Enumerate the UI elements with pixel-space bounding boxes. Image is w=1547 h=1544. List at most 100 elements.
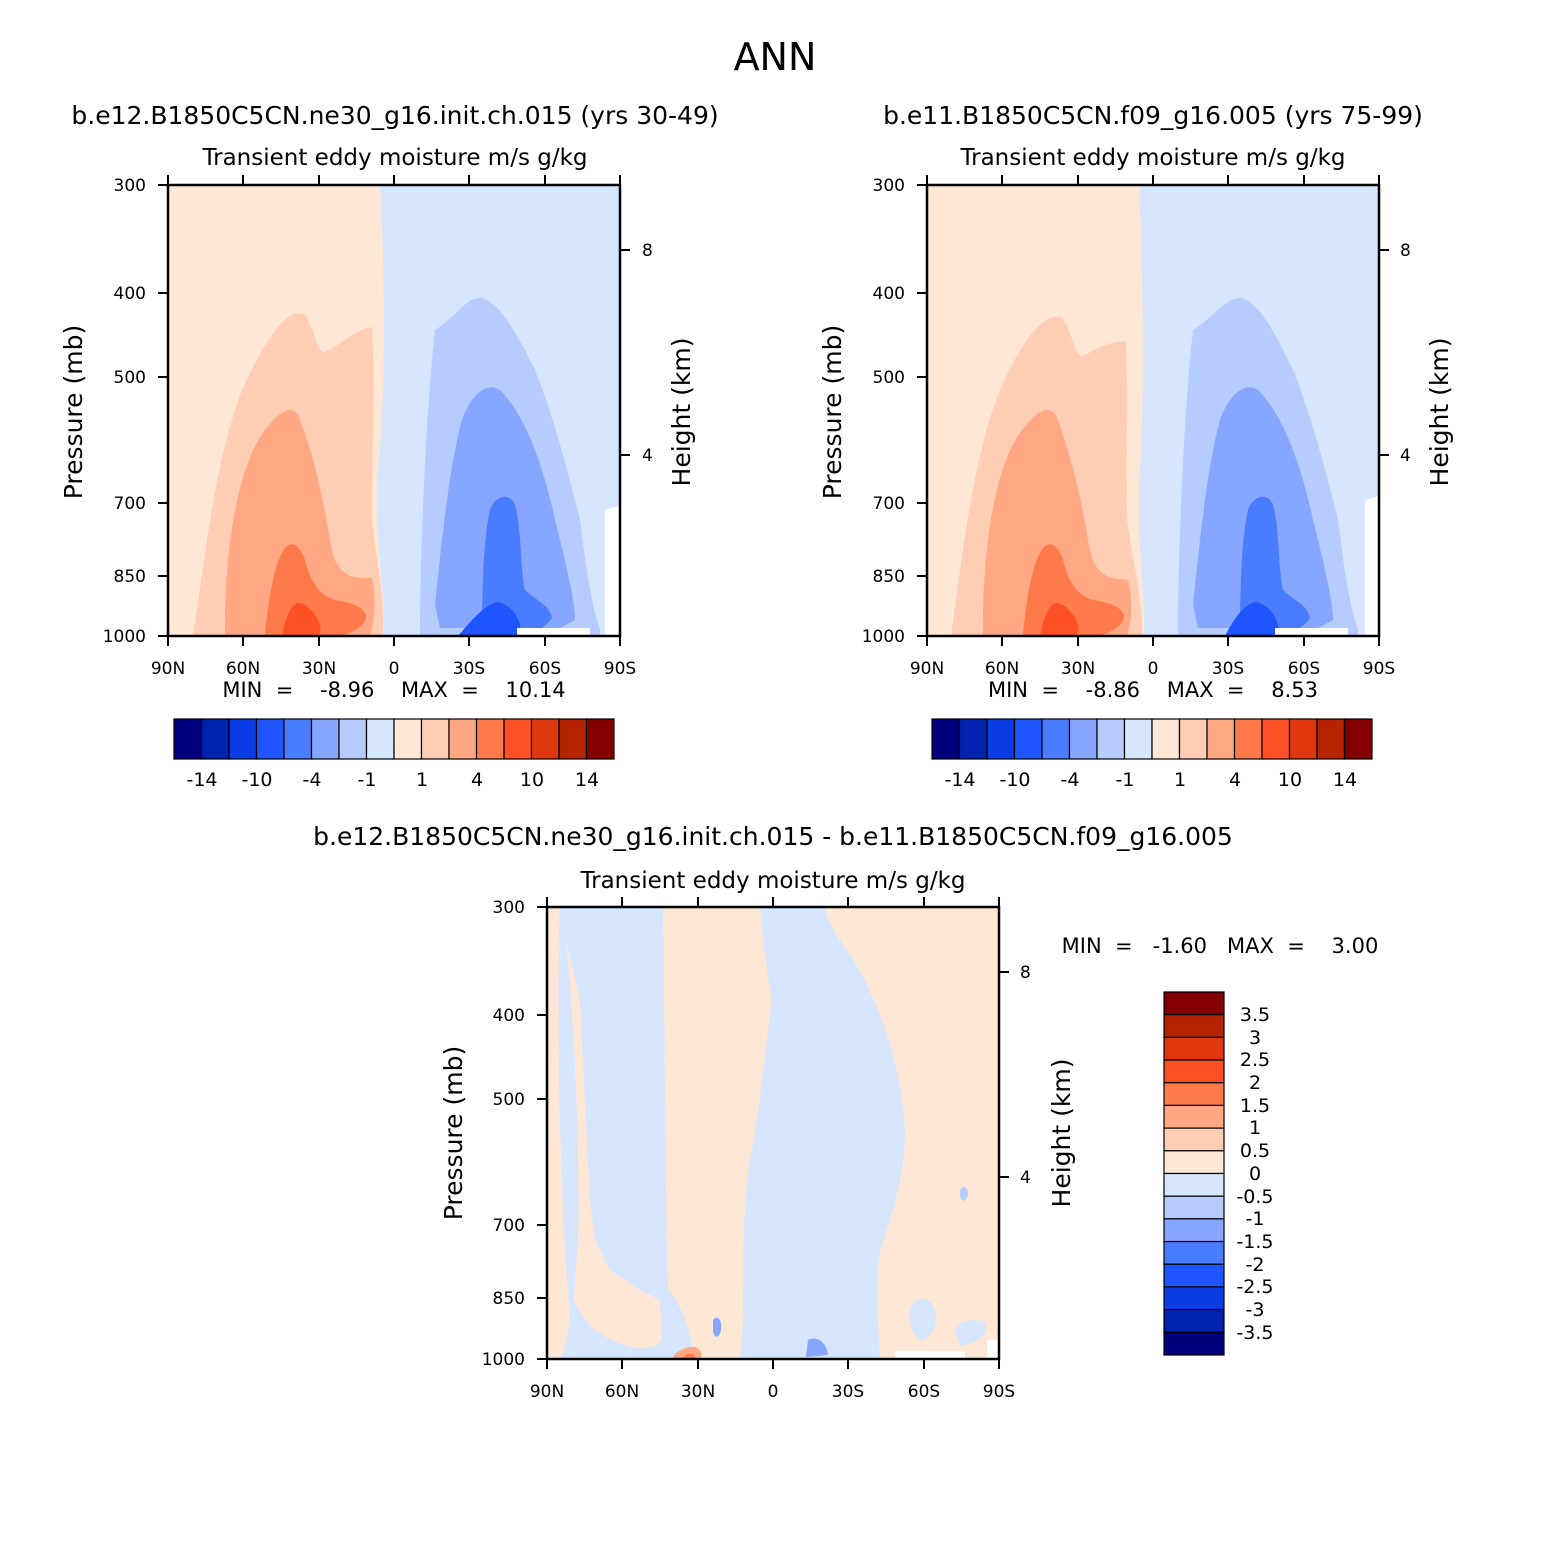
- panel-diff-stats: MIN = -1.60 MAX = 3.00: [1062, 934, 1379, 958]
- y-tick-label: 700: [873, 494, 905, 514]
- colorbar-swatch: [1178, 718, 1208, 760]
- panel-right-title: b.e11.B1850C5CN.f09_g16.005 (yrs 75-99): [883, 101, 1423, 130]
- colorbar-swatch: [1163, 1059, 1225, 1084]
- colorbar-swatch: [1163, 1286, 1225, 1311]
- y-right-tick-label: 8: [1400, 241, 1411, 261]
- colorbar-swatch: [1123, 718, 1153, 760]
- colorbar-label: 1: [1249, 1117, 1261, 1139]
- y-tick-label: 300: [493, 898, 525, 918]
- y-tick-label: 700: [114, 494, 146, 514]
- panel-diff-neg-patch-e: [806, 1338, 828, 1357]
- colorbar-label: 1: [416, 769, 428, 791]
- panel-diff-pos-region-central: [663, 907, 772, 1359]
- y-tick-label: 850: [493, 1289, 525, 1309]
- panel-right: b.e11.B1850C5CN.f09_g16.005 (yrs 75-99) …: [818, 101, 1454, 791]
- colorbar-label: -4: [1061, 769, 1080, 791]
- colorbar-label: 0.5: [1240, 1140, 1270, 1162]
- colorbar-swatch: [420, 718, 450, 760]
- colorbar-swatch: [338, 718, 368, 760]
- colorbar-swatch: [1288, 718, 1318, 760]
- colorbar-label: -14: [944, 769, 975, 791]
- colorbar-swatch: [365, 718, 395, 760]
- colorbar-swatch: [1013, 718, 1043, 760]
- y-right-tick-label: 4: [642, 446, 653, 466]
- colorbar-swatch: [475, 718, 505, 760]
- colorbar-swatch: [1163, 1218, 1225, 1243]
- x-tick-label: 60S: [908, 1382, 940, 1402]
- y-tick-label: 500: [873, 368, 905, 388]
- colorbar-label: 2.5: [1240, 1049, 1270, 1071]
- x-tick-label: 90N: [530, 1382, 564, 1402]
- colorbar-swatch: [1163, 1195, 1225, 1220]
- panel-right-contour-neg-4: [1225, 602, 1280, 636]
- y-tick-label: 400: [873, 284, 905, 304]
- panel-right-blue-speck: [1156, 490, 1162, 506]
- panel-left-subtitle: Transient eddy moisture m/s g/kg: [201, 145, 587, 171]
- colorbar-swatch: [1233, 718, 1263, 760]
- y-tick-label: 700: [493, 1216, 525, 1236]
- colorbar-swatch: [530, 718, 560, 760]
- colorbar-label: 2: [1249, 1072, 1261, 1094]
- panel-right-stats: MIN = -8.86 MAX = 8.53: [988, 678, 1318, 702]
- colorbar-swatch: [1316, 718, 1346, 760]
- colorbar-swatch: [255, 718, 285, 760]
- colorbar-swatch: [1163, 1172, 1225, 1197]
- colorbar-swatch: [1163, 1150, 1225, 1175]
- panel-diff-plot-area: [545, 905, 1001, 1361]
- y-tick-label: 850: [114, 567, 146, 587]
- panel-right-contour-neg-3: [1240, 496, 1310, 636]
- colorbar-label: -2.5: [1236, 1276, 1273, 1298]
- panel-left: b.e12.B1850C5CN.ne30_g16.init.ch.015 (yr…: [59, 101, 719, 791]
- y-right-tick-label: 4: [1020, 1168, 1031, 1188]
- panel-diff-ylabel: Pressure (mb): [439, 1046, 468, 1220]
- panel-diff-neg-patch-c: [960, 1187, 969, 1201]
- panel-left-contour-neg-3: [482, 496, 552, 636]
- x-tick-label: 30N: [302, 659, 336, 679]
- panel-right-subtitle: Transient eddy moisture m/s g/kg: [959, 145, 1345, 171]
- colorbar-label: 4: [471, 769, 483, 791]
- panel-diff-pos-strip-a: [566, 940, 662, 1349]
- y-right-tick-label: 8: [642, 241, 653, 261]
- y-tick-label: 500: [493, 1090, 525, 1110]
- colorbar-swatch: [200, 718, 230, 760]
- panel-left-surface-mask: [517, 505, 620, 636]
- colorbar-swatch: [1041, 718, 1071, 760]
- colorbar-label: 14: [575, 769, 599, 791]
- x-tick-label: 90S: [983, 1382, 1015, 1402]
- x-tick-label: 0: [1148, 659, 1159, 679]
- colorbar-swatch: [1163, 1263, 1225, 1288]
- colorbar-swatch: [310, 718, 340, 760]
- y-tick-label: 300: [114, 176, 146, 196]
- x-tick-label: 90N: [910, 659, 944, 679]
- colorbar-swatch: [1163, 991, 1225, 1016]
- colorbar-label: -10: [241, 769, 272, 791]
- colorbar-label: -0.5: [1236, 1186, 1273, 1208]
- colorbar-swatch: [1163, 1014, 1225, 1038]
- y-tick-label: 400: [493, 1006, 525, 1026]
- panel-right-contour-pos-2: [982, 410, 1132, 636]
- panel-right-ylabel: Pressure (mb): [818, 325, 847, 499]
- colorbar-label: -3: [1246, 1299, 1265, 1321]
- colorbar-swatch: [1163, 1240, 1225, 1265]
- panel-diff-surface-mask: [895, 1340, 999, 1359]
- panel-diff-neg-patch-a: [909, 1298, 937, 1340]
- x-tick-label: 60S: [1288, 659, 1320, 679]
- colorbar-label: -1: [358, 769, 377, 791]
- panel-right-ylabel-right: Height (km): [1425, 338, 1454, 487]
- colorbar-label: -14: [186, 769, 217, 791]
- colorbar-swatch: [1096, 718, 1126, 760]
- y-tick-label: 500: [114, 368, 146, 388]
- colorbar-swatch: [931, 718, 961, 760]
- panel-diff-title: b.e12.B1850C5CN.ne30_g16.init.ch.015 - b…: [313, 822, 1233, 851]
- panel-right-axes: 300 400 500 700 850 1000 8 4 90N: [862, 175, 1411, 679]
- panel-diff-neg-patch-d: [713, 1317, 722, 1337]
- colorbar-swatch: [558, 718, 588, 760]
- panel-left-title: b.e12.B1850C5CN.ne30_g16.init.ch.015 (yr…: [71, 101, 718, 130]
- y-right-tick-label: 4: [1400, 446, 1411, 466]
- colorbar-label: 1: [1174, 769, 1186, 791]
- colorbar-swatch: [1163, 1127, 1225, 1152]
- colorbar-swatch: [1261, 718, 1291, 760]
- colorbar-swatch: [503, 718, 533, 760]
- panel-diff-ylabel-right: Height (km): [1047, 1059, 1076, 1208]
- colorbar-label: 10: [1278, 769, 1302, 791]
